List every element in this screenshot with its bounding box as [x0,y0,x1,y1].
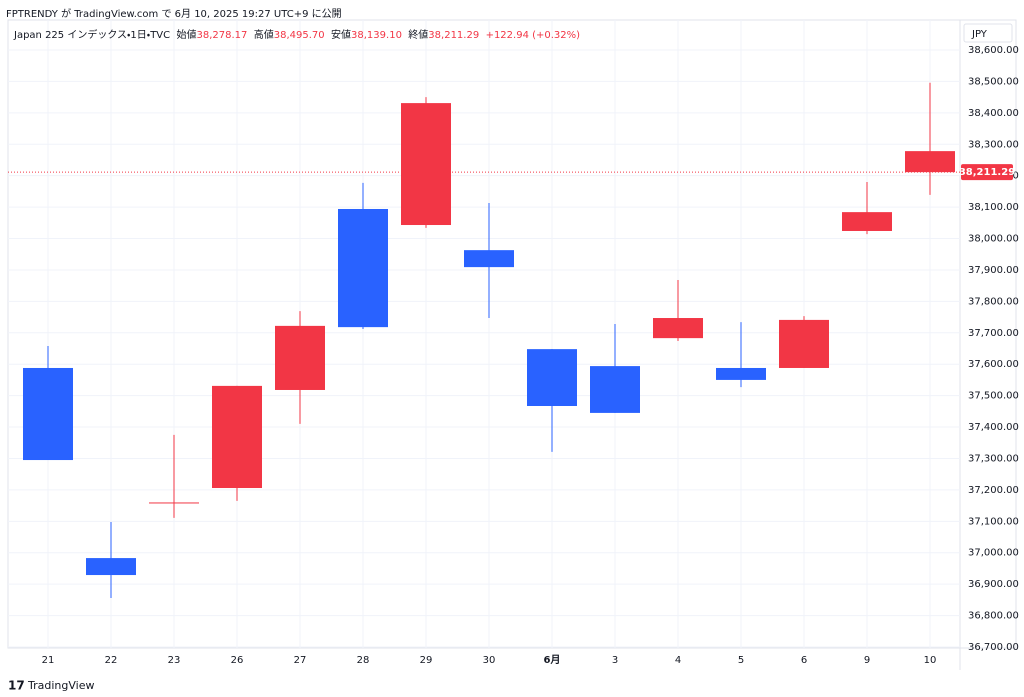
currency-box [963,23,1013,43]
y-tick-label: 37,600.00 [968,359,1019,370]
x-tick-label: 22 [105,655,118,666]
y-tick-label: 38,500.00 [968,76,1019,87]
y-tick-label: 37,800.00 [968,296,1019,307]
candle-body [527,349,577,407]
x-tick-label: 3 [612,655,618,666]
brand: TradingView [27,679,94,692]
legend-change: +122.94 (+0.32%) [485,30,581,41]
x-tick-label: 30 [483,655,496,666]
candle-body [842,212,892,231]
y-tick-label: 37,700.00 [968,328,1019,339]
y-tick-label: 36,900.00 [968,579,1019,590]
legend-value: 38,278.17 [196,30,248,41]
legend-value: 38,495.70 [273,30,325,41]
candle-body [590,366,640,413]
y-tick-label: 38,100.00 [968,202,1019,213]
y-tick-label: 37,200.00 [968,485,1019,496]
candle-body [779,319,829,368]
candle-body [653,318,703,339]
candle-body [86,558,136,576]
published: FPTRENDY が TradingView.com で 6月 10, 2025… [6,9,342,20]
candle-body [464,250,514,268]
y-tick-label: 38,400.00 [968,108,1019,119]
y-tick-label: 37,400.00 [968,422,1019,433]
y-tick-label: 37,900.00 [968,265,1019,276]
y-tick-label: 36,800.00 [968,611,1019,622]
y-tick-label: 38,000.00 [968,234,1019,245]
logo: 𝟭𝟳 [8,679,25,693]
candle-body [338,208,388,328]
legend-value: 38,211.29 [428,30,480,41]
x-tick-label: 6月 [544,654,561,666]
legend: Japan 225 インデックス・1日・TVC 始値38,278.17 高値38… [14,26,580,41]
legend-label: 安値 [331,30,352,41]
candle-body [905,151,955,173]
legend-value: 38,139.10 [351,30,402,41]
y-tick-label: 37,100.00 [968,516,1019,527]
price-tag-label: 38,211.29 [959,167,1015,178]
y-tick-label: 37,300.00 [968,453,1019,464]
candle-body [23,367,73,461]
x-tick-label: 28 [357,655,370,666]
y-tick-label: 38,300.00 [968,139,1019,150]
y-tick-label: 38,600.00 [968,45,1019,56]
x-tick-label: 9 [864,655,870,666]
x-tick-label: 5 [738,655,744,666]
x-tick-label: 26 [231,655,244,666]
candle-body [149,502,199,504]
legend-label: 高値 [253,30,274,41]
x-tick-label: 29 [420,655,433,666]
candle-body [275,325,325,390]
candle-body [401,103,451,226]
x-tick-label: 4 [675,655,681,666]
candle-body [716,367,766,380]
x-tick-label: 6 [801,655,807,666]
x-tick-label: 21 [42,655,55,666]
y-tick-label: 37,500.00 [968,391,1019,402]
y-tick-label: 37,000.00 [968,548,1019,559]
legend-label: 始値 [176,30,197,41]
y-tick-label: 36,700.00 [968,642,1019,653]
candle-body [212,385,262,489]
x-tick-label: 27 [294,655,307,666]
price-tag [961,164,1013,181]
x-tick-label: 10 [924,655,937,666]
currency: JPY [971,29,988,40]
legend-label: 終値 [408,30,429,41]
x-tick-label: 23 [168,655,181,666]
frame [7,19,1017,649]
chart-title: Japan 225 インデックス・1日・TVC [14,30,171,41]
